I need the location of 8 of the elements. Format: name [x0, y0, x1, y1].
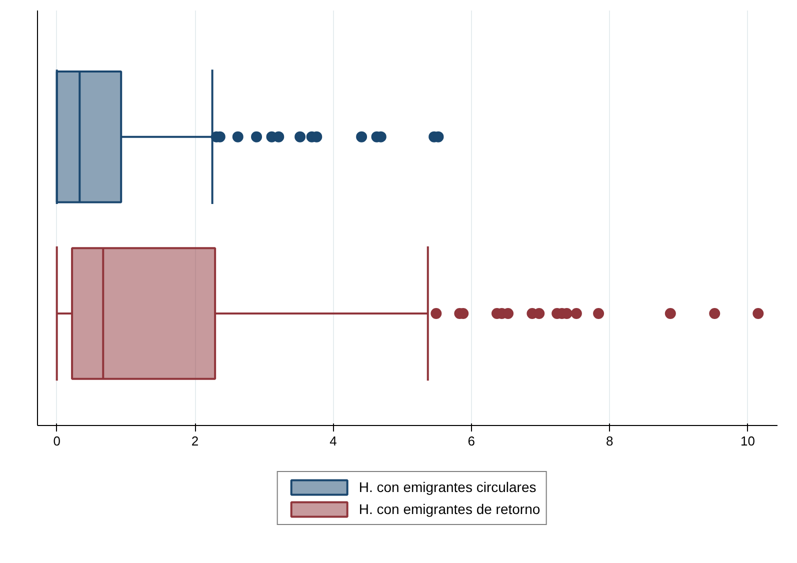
- x-tick-label: 10: [740, 434, 756, 448]
- legend-label: H. con emigrantes circulares: [358, 479, 536, 495]
- x-tick-label: 6: [468, 434, 476, 448]
- x-tick-label: 4: [330, 434, 337, 448]
- x-tick-label: 8: [606, 434, 614, 448]
- x-tick-label: 0: [53, 434, 60, 448]
- legend-label: H. con emigrantes de retorno: [358, 501, 540, 517]
- x-tick-label: 2: [191, 434, 199, 448]
